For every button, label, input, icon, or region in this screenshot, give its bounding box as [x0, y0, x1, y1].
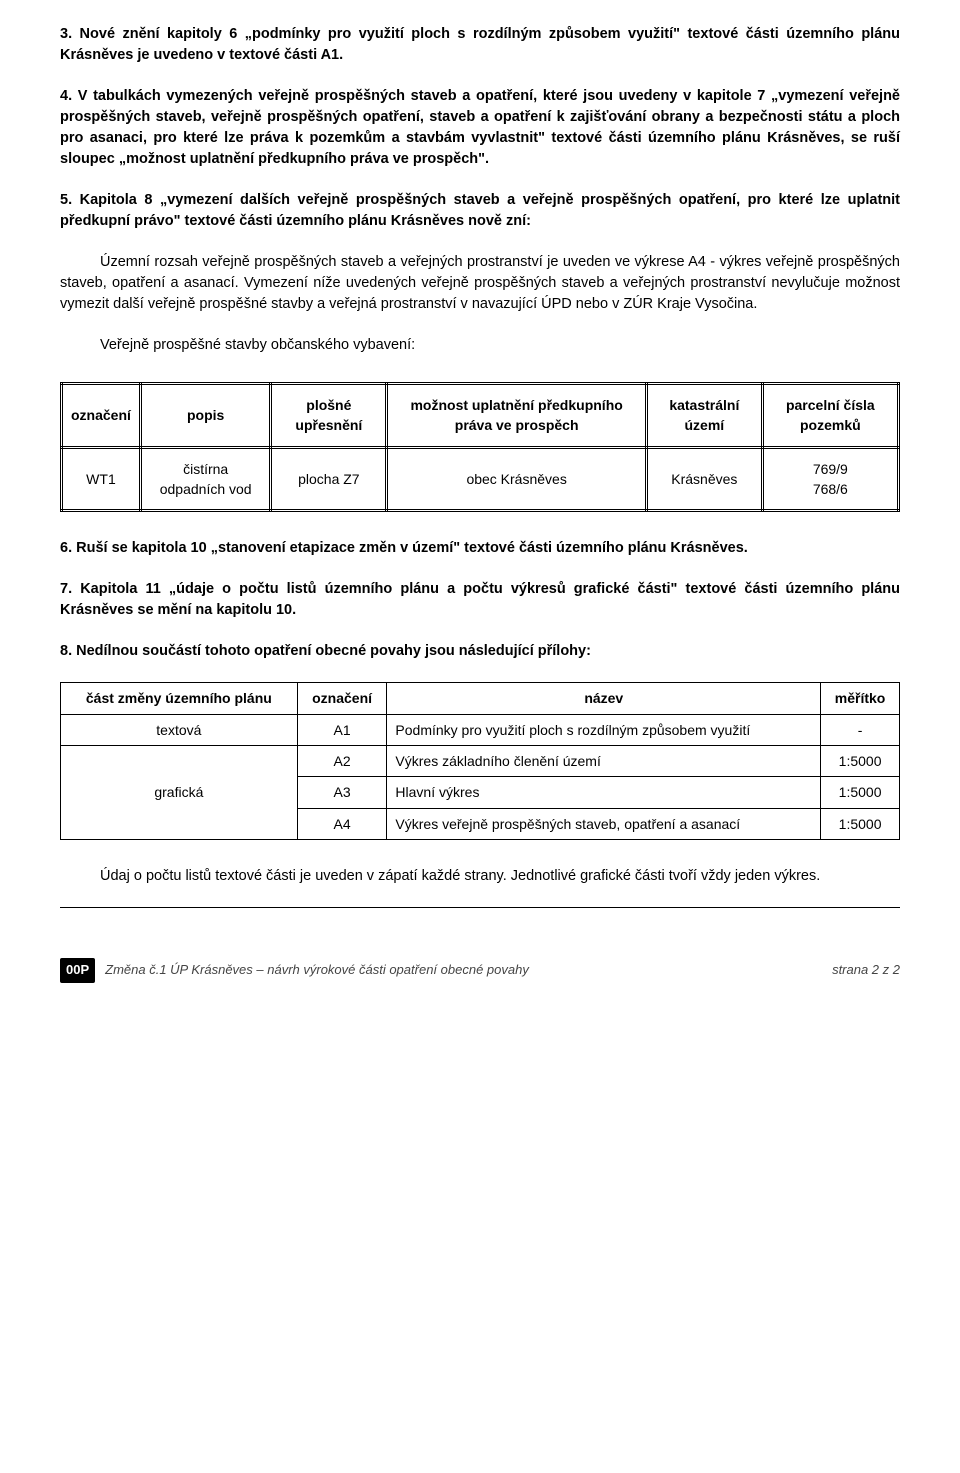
table-row: část změny územního plánu označení název…: [61, 683, 900, 714]
col-upresneni: plošné upřesnění: [271, 384, 387, 448]
table-prilohy: část změny územního plánu označení název…: [60, 682, 900, 839]
col-moznost: možnost uplatnění předkupního práva ve p…: [387, 384, 647, 448]
page-footer: 00P Změna č.1 ÚP Krásněves – návrh výrok…: [60, 958, 900, 983]
col-nazev: název: [387, 683, 821, 714]
cell: A2: [297, 746, 387, 777]
cell: WT1: [62, 447, 141, 511]
col-parcely: parcelní čísla pozemků: [762, 384, 898, 448]
cell: Výkres základního členění území: [387, 746, 821, 777]
cell: A3: [297, 777, 387, 808]
section-5-p2: Veřejně prospěšné stavby občanského vyba…: [60, 335, 900, 356]
closing-paragraph: Údaj o počtu listů textové části je uved…: [60, 866, 900, 887]
cell: plocha Z7: [271, 447, 387, 511]
footer-right: strana 2 z 2: [832, 961, 900, 980]
cell: -: [821, 714, 900, 745]
cell: 1:5000: [821, 808, 900, 839]
table-row: grafická A2 Výkres základního členění úz…: [61, 746, 900, 777]
section-7: 7. Kapitola 11 „údaje o počtu listů územ…: [60, 579, 900, 621]
section-8: 8. Nedílnou součástí tohoto opatření obe…: [60, 641, 900, 662]
cell: 1:5000: [821, 777, 900, 808]
col-oznaceni: označení: [62, 384, 141, 448]
cell: 769/9 768/6: [762, 447, 898, 511]
table-row: textová A1 Podmínky pro využití ploch s …: [61, 714, 900, 745]
cell: 1:5000: [821, 746, 900, 777]
footer-rule: [60, 907, 900, 908]
cell: Výkres veřejně prospěšných staveb, opatř…: [387, 808, 821, 839]
cell: A1: [297, 714, 387, 745]
col-popis: popis: [140, 384, 271, 448]
table-row: označení popis plošné upřesnění možnost …: [62, 384, 899, 448]
footer-left: Změna č.1 ÚP Krásněves – návrh výrokové …: [105, 961, 529, 980]
section-6: 6. Ruší se kapitola 10 „stanovení etapiz…: [60, 538, 900, 559]
section-5-lead: 5. Kapitola 8 „vymezení dalších veřejně …: [60, 190, 900, 232]
section-4: 4. V tabulkách vymezených veřejně prospě…: [60, 86, 900, 170]
col-uzemi: katastrální území: [647, 384, 763, 448]
cell: grafická: [61, 746, 298, 840]
cell: Podmínky pro využití ploch s rozdílným z…: [387, 714, 821, 745]
col-ozn: označení: [297, 683, 387, 714]
cell: Hlavní výkres: [387, 777, 821, 808]
cell: čistírna odpadních vod: [140, 447, 271, 511]
table-stavby: označení popis plošné upřesnění možnost …: [60, 382, 900, 512]
col-cast: část změny územního plánu: [61, 683, 298, 714]
section-5: 5. Kapitola 8 „vymezení dalších veřejně …: [60, 190, 900, 356]
footer-badge: 00P: [60, 958, 95, 983]
cell: A4: [297, 808, 387, 839]
table-row: WT1 čistírna odpadních vod plocha Z7 obe…: [62, 447, 899, 511]
cell: Krásněves: [647, 447, 763, 511]
cell: textová: [61, 714, 298, 745]
cell: obec Krásněves: [387, 447, 647, 511]
section-5-p1: Územní rozsah veřejně prospěšných staveb…: [60, 252, 900, 315]
col-meritko: měřítko: [821, 683, 900, 714]
section-3: 3. Nové znění kapitoly 6 „podmínky pro v…: [60, 24, 900, 66]
